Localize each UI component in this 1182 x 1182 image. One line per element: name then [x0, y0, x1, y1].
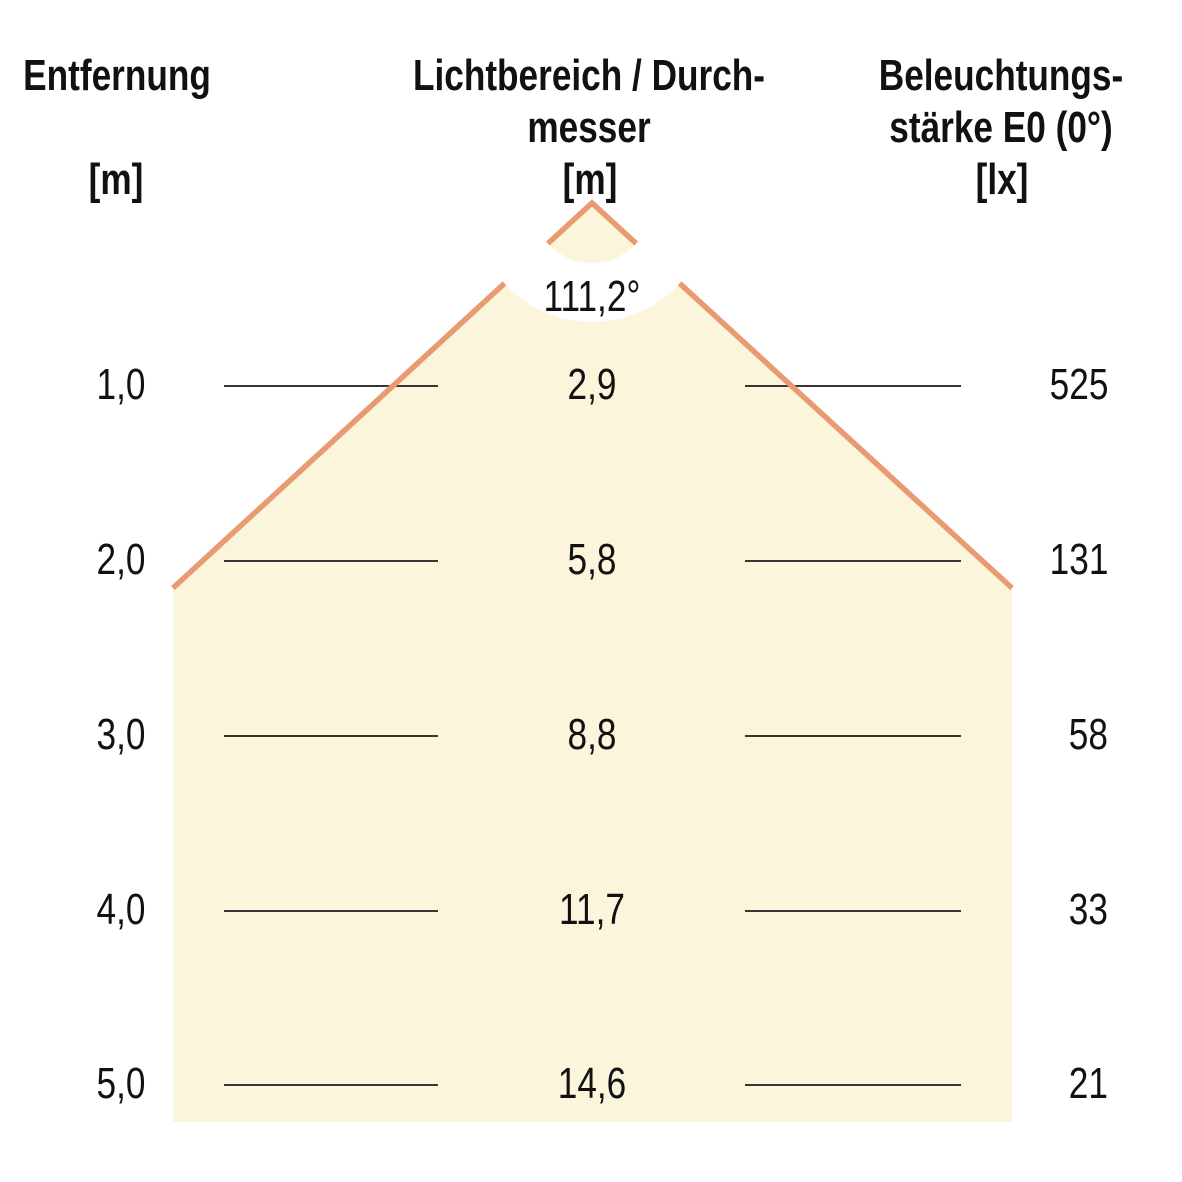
col-distance-unit: [m]: [88, 155, 144, 204]
illuminance-value-5: 21: [1068, 1059, 1108, 1108]
beam-angle-label: 111,2°: [543, 272, 641, 321]
diameter-value-2: 5,8: [567, 535, 617, 584]
diameter-value-4: 11,7: [559, 885, 625, 934]
diameter-value-3: 8,8: [567, 710, 617, 759]
distance-value-5: 5,0: [96, 1059, 146, 1108]
illuminance-value-2: 131: [1049, 535, 1108, 584]
col-illuminance-title-line1: Beleuchtungs-: [878, 51, 1124, 100]
distance-value-3: 3,0: [96, 710, 146, 759]
col-diameter-unit: [m]: [562, 155, 618, 204]
light-cone-edges: [171, 199, 1014, 591]
distance-value-4: 4,0: [96, 885, 146, 934]
col-distance-title: Entfernung: [23, 51, 211, 100]
illuminance-value-4: 33: [1068, 885, 1108, 934]
light-cone-fill: [173, 203, 1012, 1122]
diameter-value-5: 14,6: [557, 1059, 627, 1108]
col-diameter-title-line1: Lichtbereich / Durch-: [412, 51, 766, 100]
col-illuminance-title-line2: stärke E0 (0°): [889, 103, 1113, 152]
illuminance-value-3: 58: [1068, 710, 1108, 759]
col-illuminance-unit: [lx]: [975, 155, 1029, 204]
distance-value-2: 2,0: [96, 535, 146, 584]
distance-value-1: 1,0: [96, 360, 146, 409]
diameter-value-1: 2,9: [567, 360, 617, 409]
illuminance-value-1: 525: [1049, 360, 1108, 409]
beam-angle-arc-cutout: [473, 84, 711, 322]
col-diameter-title-line2: messer: [527, 103, 651, 152]
